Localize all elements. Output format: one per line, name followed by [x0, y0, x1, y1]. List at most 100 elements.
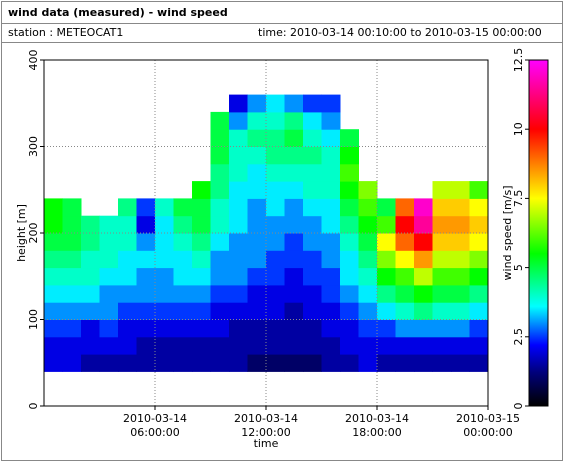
heat-cell — [247, 354, 267, 372]
heat-cell — [210, 354, 230, 372]
heat-cell — [266, 233, 285, 251]
y-tick-label: 300 — [27, 136, 40, 157]
heat-cell — [414, 336, 433, 355]
heat-cell — [192, 267, 211, 286]
x-tick-label: 00:00:00 — [463, 426, 512, 439]
heat-cell — [377, 215, 396, 234]
heat-cell — [395, 233, 415, 251]
heat-cell — [414, 233, 433, 251]
heat-cell — [303, 336, 322, 355]
x-axis-label: time — [254, 437, 279, 450]
heat-cell — [377, 302, 396, 320]
heat-cell — [266, 181, 285, 199]
heat-cell — [99, 215, 119, 234]
heat-cell — [284, 146, 304, 165]
y-tick-label: 200 — [27, 223, 40, 244]
heat-cell — [284, 215, 304, 234]
heat-cell — [229, 111, 248, 130]
heat-cell — [247, 215, 267, 234]
heat-cell — [377, 319, 396, 338]
heat-cell — [321, 215, 341, 234]
heat-cell — [321, 354, 341, 372]
heat-cell — [155, 284, 174, 303]
heat-cell — [377, 198, 396, 217]
heat-cell — [321, 163, 341, 182]
heat-cell — [136, 284, 156, 303]
heat-cell — [210, 336, 230, 355]
heat-cell — [303, 181, 322, 199]
heat-cell — [192, 215, 211, 234]
heat-cell — [62, 198, 82, 217]
heat-cell — [469, 354, 489, 372]
heat-cell — [118, 354, 137, 372]
heat-cell — [81, 233, 100, 251]
heat-cell — [266, 354, 285, 372]
heat-cell — [432, 181, 452, 199]
heat-cell — [358, 267, 378, 286]
heat-cell — [99, 284, 119, 303]
heat-cell — [62, 319, 82, 338]
heat-cell — [247, 129, 267, 147]
heat-cell — [284, 181, 304, 199]
heat-cell — [118, 233, 137, 251]
heat-cell — [340, 215, 359, 234]
heat-cell — [136, 336, 156, 355]
heat-cell — [229, 129, 248, 147]
heat-cell — [136, 354, 156, 372]
heat-cell — [321, 336, 341, 355]
heat-cell — [247, 146, 267, 165]
heat-cell — [414, 354, 433, 372]
heat-cell — [432, 354, 452, 372]
heat-cell — [62, 336, 82, 355]
heat-cell — [173, 284, 193, 303]
heat-cell — [210, 250, 230, 269]
heat-cell — [432, 302, 452, 320]
heat-cell — [358, 336, 378, 355]
heat-cell — [266, 336, 285, 355]
heat-cell — [321, 302, 341, 320]
heat-cell — [247, 163, 267, 182]
heat-cell — [358, 302, 378, 320]
heat-cell — [358, 215, 378, 234]
heat-cell — [266, 146, 285, 165]
heat-cell — [284, 284, 304, 303]
heat-cell — [155, 215, 174, 234]
heat-cell — [414, 302, 433, 320]
heat-cell — [44, 233, 63, 251]
colorbar-tick-label: 2.5 — [512, 328, 525, 346]
heat-cell — [192, 336, 211, 355]
heat-cell — [284, 129, 304, 147]
heat-cell — [247, 302, 267, 320]
heat-cell — [229, 354, 248, 372]
heat-cell — [62, 267, 82, 286]
heat-cell — [284, 250, 304, 269]
heat-cell — [155, 302, 174, 320]
heat-cell — [303, 198, 322, 217]
heat-cell — [377, 267, 396, 286]
y-tick-label: 100 — [27, 309, 40, 330]
x-tick-label: 2010-03-15 — [456, 412, 520, 425]
heat-cell — [62, 302, 82, 320]
heat-cell — [303, 163, 322, 182]
heat-cell — [136, 233, 156, 251]
heat-cell — [432, 284, 452, 303]
heat-cell — [136, 198, 156, 217]
station-label: station : METEOCAT1 — [8, 26, 123, 39]
colorbar-tick-label: 7.5 — [512, 190, 525, 208]
heat-cell — [303, 146, 322, 165]
heat-cell — [340, 163, 359, 182]
heat-cell — [210, 233, 230, 251]
heat-cell — [340, 319, 359, 338]
heat-cell — [247, 267, 267, 286]
heat-cell — [81, 284, 100, 303]
heat-cell — [99, 336, 119, 355]
heat-cell — [414, 319, 433, 338]
heat-cell — [358, 233, 378, 251]
heat-cell — [414, 267, 433, 286]
heat-cell — [136, 267, 156, 286]
heat-cell — [321, 250, 341, 269]
heat-cell — [136, 250, 156, 269]
heat-cell — [321, 198, 341, 217]
heat-cell — [284, 233, 304, 251]
